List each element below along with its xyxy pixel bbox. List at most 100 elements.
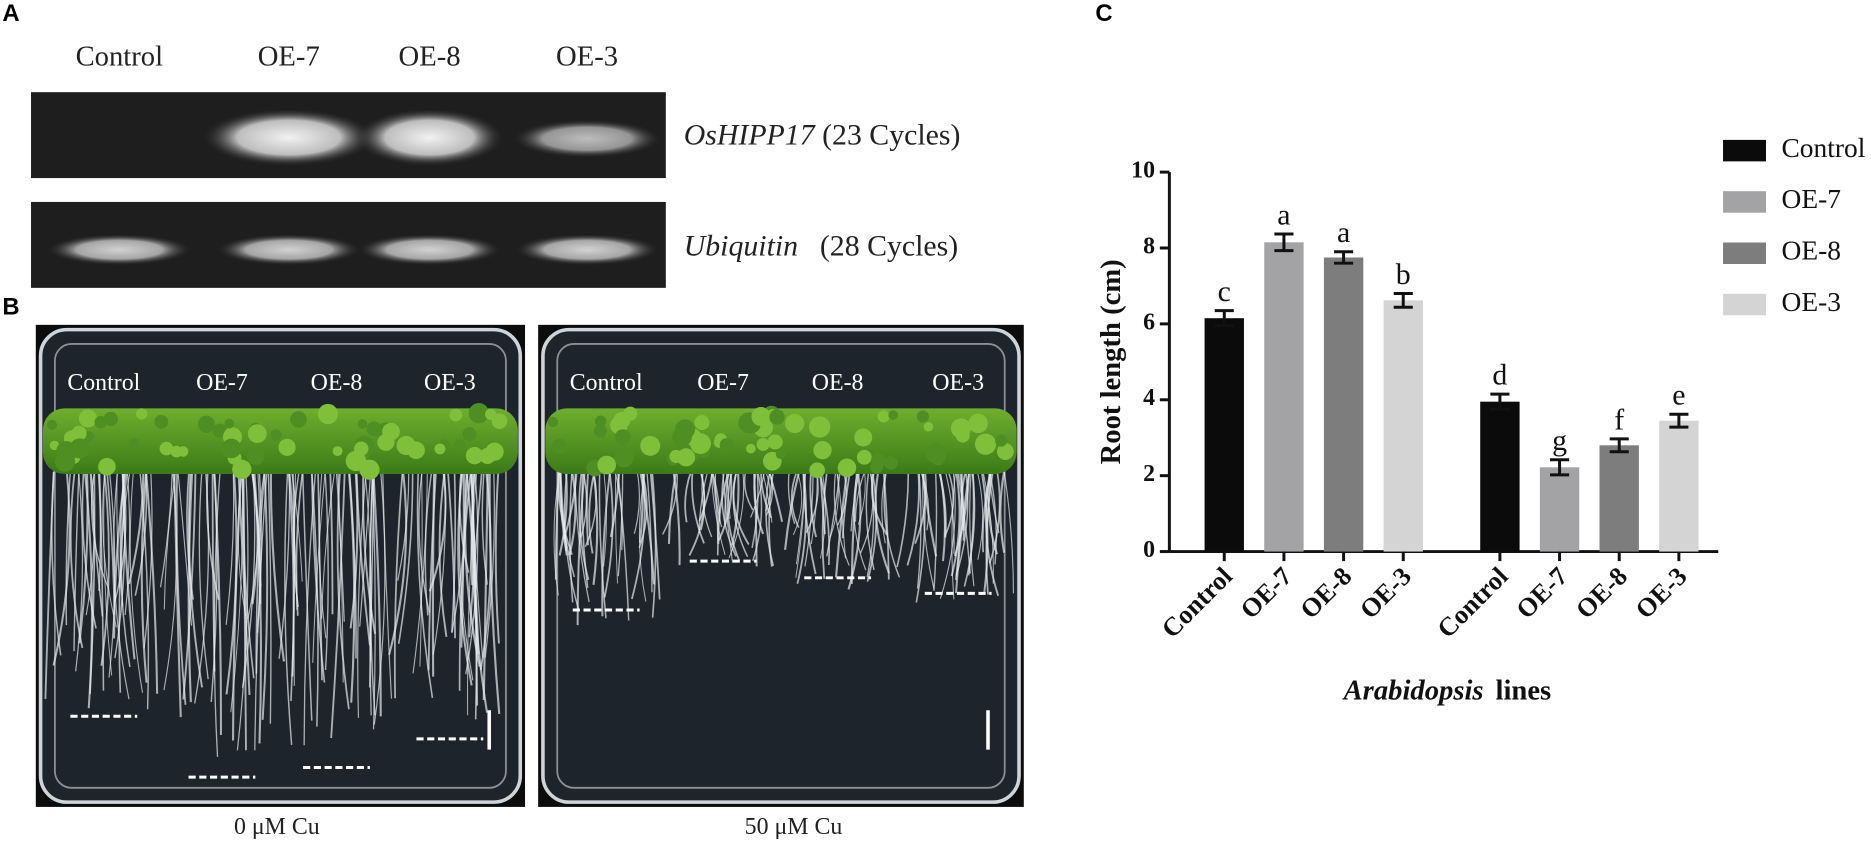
band — [355, 108, 504, 167]
root — [731, 471, 740, 546]
root — [312, 471, 326, 663]
root — [261, 471, 269, 720]
leaf — [883, 455, 898, 470]
root — [750, 471, 766, 518]
leaf — [856, 449, 872, 465]
root — [100, 471, 110, 666]
root — [447, 471, 456, 639]
leaf — [434, 443, 446, 455]
x-axis-label: Arabidopsis lines — [1342, 674, 1552, 706]
bar — [1539, 467, 1580, 552]
leaf — [613, 412, 631, 429]
leaf — [785, 413, 805, 434]
root — [267, 471, 272, 724]
leaf — [71, 425, 87, 441]
root — [649, 471, 661, 600]
lane-label: OE-8 — [399, 40, 461, 72]
leaf — [377, 433, 395, 451]
leaf — [54, 451, 75, 472]
root — [388, 471, 408, 656]
root — [349, 471, 359, 629]
root — [139, 471, 150, 710]
band — [515, 234, 659, 266]
cycles: (28 Cycles) — [820, 229, 958, 262]
leaf — [98, 457, 116, 476]
root — [688, 471, 706, 556]
leaf — [614, 429, 631, 445]
root — [163, 471, 178, 691]
root — [982, 471, 994, 584]
leaf — [751, 406, 771, 427]
significance-letter: b — [1396, 258, 1411, 291]
plate-lane-label: OE-7 — [196, 370, 248, 396]
root — [646, 471, 653, 593]
root — [938, 471, 947, 538]
root — [585, 471, 589, 546]
root — [667, 471, 677, 544]
leaf — [719, 438, 734, 452]
leaf — [135, 408, 148, 420]
legend-label: OE-7 — [1782, 184, 1841, 214]
root — [364, 471, 372, 663]
significance-letter: e — [1672, 379, 1685, 412]
root — [569, 471, 574, 603]
root — [373, 471, 386, 725]
y-tick-label: 10 — [1131, 158, 1155, 184]
leaf — [491, 413, 508, 429]
root — [129, 471, 144, 693]
root — [698, 471, 709, 533]
root — [372, 471, 382, 717]
leaf — [640, 435, 661, 456]
root — [698, 471, 714, 522]
plate-lane-label: OE-8 — [812, 370, 864, 396]
error-bar — [1609, 437, 1629, 454]
root — [52, 471, 71, 666]
root — [145, 471, 159, 694]
root — [175, 471, 187, 705]
plate-caption: 50 μM Cu — [745, 814, 843, 840]
root — [121, 471, 131, 607]
leaf — [854, 428, 873, 447]
leaf — [479, 447, 496, 464]
root — [802, 471, 817, 575]
root — [470, 471, 484, 658]
root — [371, 471, 376, 730]
root — [287, 471, 295, 677]
root — [711, 471, 721, 522]
root — [765, 471, 775, 567]
error-bar — [1274, 232, 1294, 253]
error-bar — [1669, 412, 1689, 429]
x-tick-label: OE-8 — [1570, 562, 1633, 625]
y-tick-label: 2 — [1143, 461, 1155, 487]
root — [753, 471, 765, 535]
plate-lane-label: OE-7 — [697, 370, 749, 396]
root — [818, 471, 831, 566]
root — [230, 471, 244, 713]
root — [790, 471, 800, 528]
root — [369, 471, 376, 716]
root — [357, 471, 367, 718]
leaf — [462, 427, 477, 442]
bar — [1480, 401, 1520, 552]
leaf — [103, 411, 118, 427]
root — [337, 471, 344, 683]
gene: OsHIPP17 — [684, 118, 816, 151]
root — [752, 471, 763, 562]
root — [711, 471, 719, 556]
root — [198, 471, 209, 680]
root — [75, 471, 84, 672]
legend-swatch — [1723, 242, 1766, 264]
panel-label: A — [2, 0, 19, 27]
root — [821, 471, 828, 579]
root — [194, 471, 210, 704]
panel-b: B Control OE-7 OE-8 OE-3 0 μM Cu Control OE-7 O… — [2, 293, 1024, 840]
lane-label: OE-3 — [556, 40, 618, 72]
leaf — [837, 458, 857, 478]
row-label: OsHIPP17 (23 Cycles) — [684, 118, 961, 151]
root — [324, 471, 329, 671]
x-tick-label: OE-7 — [1235, 562, 1298, 625]
root — [418, 471, 431, 613]
root — [213, 471, 222, 736]
row-label: Ubiquitin (28 Cycles) — [684, 229, 958, 262]
root — [578, 471, 590, 581]
